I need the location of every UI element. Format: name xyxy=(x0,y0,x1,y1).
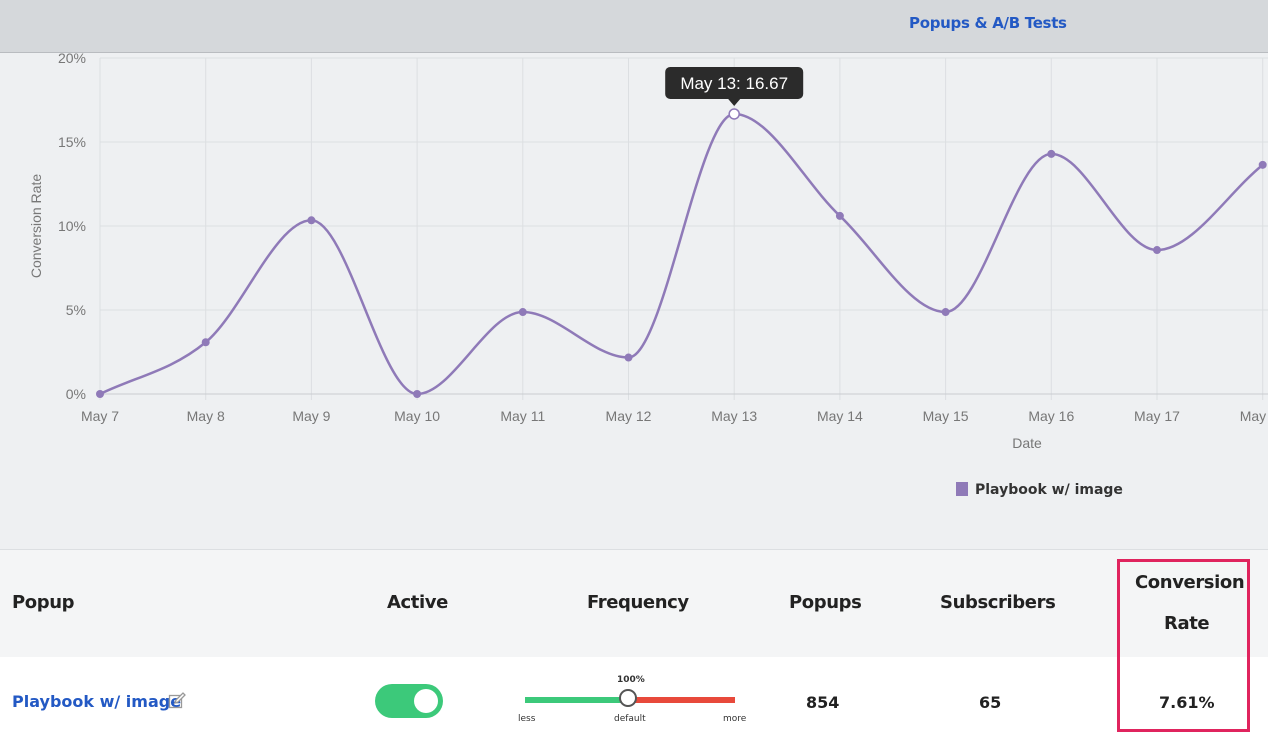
header-conversion-rate-line1: Conversion xyxy=(1135,572,1245,593)
tooltip-arrow xyxy=(728,98,741,106)
popups-count: 854 xyxy=(806,693,840,712)
data-point xyxy=(1047,149,1056,158)
slider-max-label: more xyxy=(723,714,747,724)
data-point xyxy=(835,211,844,220)
conversion-line-chart: 0% 5% 10% 15% 20% May 7 May 8 May 9 May 10 May 11… xyxy=(28,53,1268,498)
x-tick-label: May 17 xyxy=(1134,408,1180,424)
edit-icon[interactable] xyxy=(168,692,186,710)
slider-track-more xyxy=(630,697,735,703)
active-toggle[interactable] xyxy=(375,684,443,718)
subscribers-count: 65 xyxy=(979,693,1002,712)
series-line xyxy=(99,112,1264,396)
data-point xyxy=(201,338,210,347)
x-axis-title: Date xyxy=(1012,435,1042,451)
y-axis-title: Conversion Rate xyxy=(28,174,44,278)
legend-swatch xyxy=(956,482,968,496)
slider-track-less xyxy=(525,697,630,703)
y-tick-label: 5% xyxy=(66,302,86,318)
data-point xyxy=(1153,246,1161,255)
top-nav-bar: Popups & A/B Tests xyxy=(0,0,1268,53)
header-active: Active xyxy=(387,592,448,613)
x-tick-label: May 11 xyxy=(500,408,545,424)
legend-label: Playbook w/ image xyxy=(975,482,1123,498)
x-tick-label: May 7 xyxy=(81,408,119,424)
x-tick-label: May 16 xyxy=(1028,408,1074,424)
data-point xyxy=(728,108,740,120)
table-header: Popup Active Frequency Popups Subscriber… xyxy=(0,549,1268,658)
x-tick-label: May 8 xyxy=(187,408,225,424)
header-subscribers: Subscribers xyxy=(940,592,1056,613)
x-tick-label: May 14 xyxy=(817,408,863,424)
data-point xyxy=(1258,160,1267,169)
popups-table: Popup Active Frequency Popups Subscriber… xyxy=(0,549,1268,746)
data-point xyxy=(941,308,950,317)
y-tick-label: 0% xyxy=(66,386,86,402)
frequency-value-label: 100% xyxy=(617,675,645,685)
data-point xyxy=(307,216,316,225)
conversion-chart-panel: 0% 5% 10% 15% 20% May 7 May 8 May 9 May 10 May 11… xyxy=(0,53,1268,549)
header-popup: Popup xyxy=(12,592,75,613)
data-point xyxy=(413,390,422,398)
tooltip-box xyxy=(665,66,804,99)
conversion-rate-value: 7.61% xyxy=(1159,693,1215,712)
slider-default-label: default xyxy=(614,714,646,724)
x-tick-label: May 15 xyxy=(923,408,969,424)
data-point xyxy=(624,353,633,362)
x-tick-label: May 13 xyxy=(711,408,757,424)
nav-link-popups-ab-tests[interactable]: Popups & A/B Tests xyxy=(909,14,1067,32)
x-tick-label: May 9 xyxy=(292,408,330,424)
header-popups: Popups xyxy=(789,592,862,613)
header-frequency: Frequency xyxy=(587,592,689,613)
data-point xyxy=(518,308,527,317)
slider-min-label: less xyxy=(518,714,536,724)
tooltip-text: May 13: 16.67 xyxy=(680,74,788,93)
data-point xyxy=(96,390,104,398)
y-tick-label: 10% xyxy=(58,218,86,234)
x-tick-label: May 10 xyxy=(394,408,440,424)
frequency-slider[interactable]: 100% less default more xyxy=(515,669,755,729)
header-conversion-rate-line2: Rate xyxy=(1164,613,1210,634)
x-tick-label: May 18 xyxy=(1240,408,1268,424)
slider-handle[interactable] xyxy=(619,689,637,707)
toggle-knob xyxy=(414,689,438,713)
popup-name-link[interactable]: Playbook w/ image xyxy=(12,692,182,711)
x-tick-label: May 12 xyxy=(606,408,652,424)
y-tick-label: 15% xyxy=(58,134,86,150)
y-tick-label: 20% xyxy=(58,53,86,66)
